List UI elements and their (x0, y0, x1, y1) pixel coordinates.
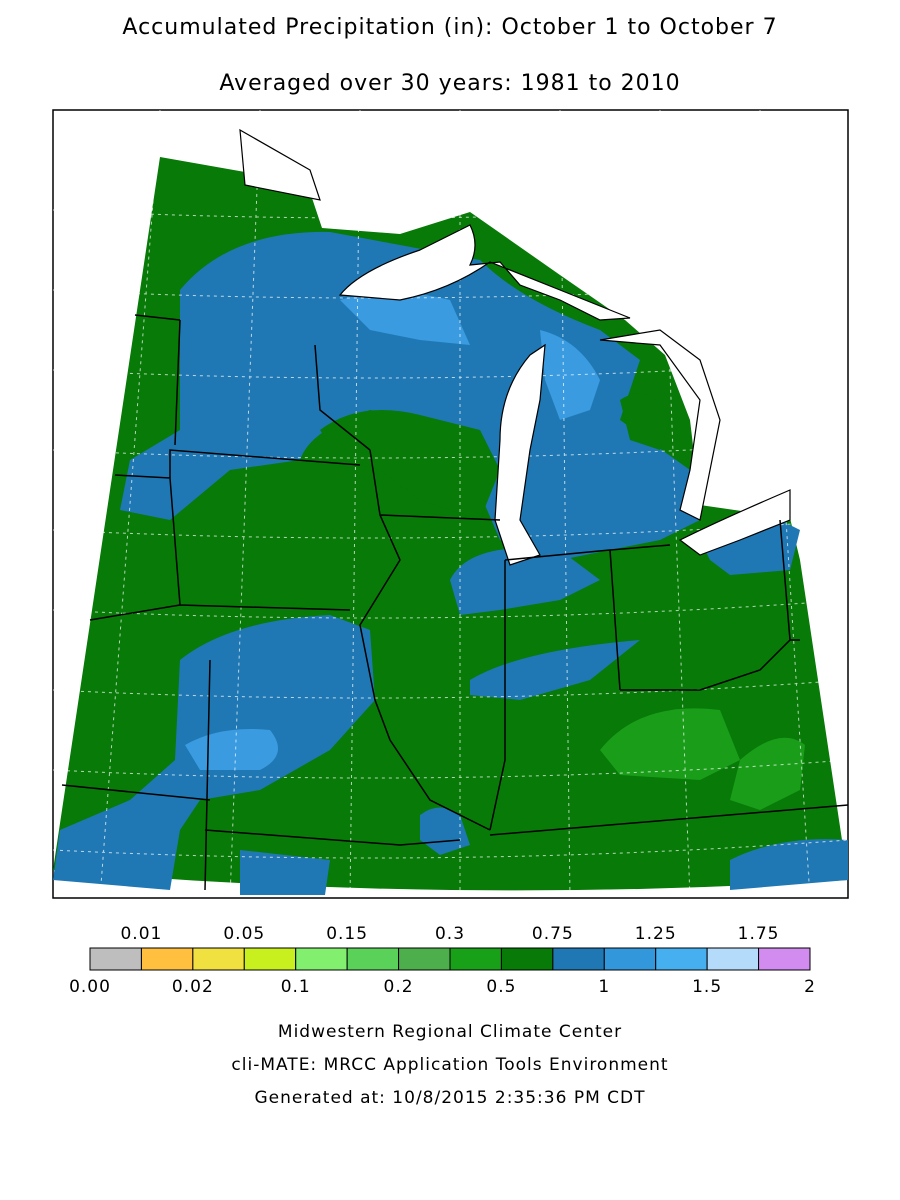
region-lightgreen (730, 737, 805, 810)
legend-label: 0.00 (69, 977, 111, 997)
legend-swatch (449, 947, 502, 971)
legend-label: 0.1 (281, 977, 311, 997)
legend-label: 1 (598, 977, 610, 997)
state-borders (61, 314, 849, 891)
region-green (620, 393, 670, 450)
legend-label: 0.15 (326, 924, 368, 944)
lake-superior (338, 224, 631, 321)
map (52, 109, 849, 899)
legend-swatch (706, 947, 760, 971)
region-blue (120, 231, 700, 560)
legend-swatch (398, 947, 451, 971)
region-lightblue (540, 330, 600, 420)
legend-label: 0.2 (384, 977, 414, 997)
region-blue (420, 807, 470, 855)
grid-lines (52, 109, 849, 899)
subtitle: Averaged over 30 years: 1981 to 2010 (219, 71, 680, 96)
footer-line: cli-MATE: MRCC Application Tools Environ… (231, 1055, 668, 1075)
legend-label: 1.75 (738, 924, 780, 944)
region-lightblue (340, 292, 470, 345)
legend-label: 0.5 (486, 977, 516, 997)
lake-michigan (494, 343, 546, 566)
legend-label: 0.01 (120, 924, 162, 944)
legend-swatch (243, 947, 297, 971)
region-blue (240, 850, 330, 895)
legend-swatch (758, 947, 811, 971)
legend-swatch (89, 947, 142, 971)
region-green (320, 410, 500, 520)
legend-swatch (655, 947, 708, 971)
region-lightgreen (600, 708, 740, 780)
region-blue (730, 839, 848, 890)
legend-swatch (603, 947, 657, 971)
legend-label: 1.5 (692, 977, 722, 997)
legend-swatch (552, 947, 605, 971)
legend-label: 0.75 (532, 924, 574, 944)
legend: 0.00 0.01 0.02 0.05 0.1 0.15 0.2 0.3 0.5 0.75 1 1.2… (69, 924, 816, 997)
lake-erie (678, 489, 791, 556)
region-blue (450, 548, 600, 615)
legend-swatch (295, 947, 348, 971)
legend-label: 0.05 (223, 924, 265, 944)
legend-swatch (346, 947, 400, 971)
legend-label: 0.3 (435, 924, 465, 944)
title: Accumulated Precipitation (in): October … (122, 15, 777, 40)
footer-line: Generated at: 10/8/2015 2:35:36 PM CDT (255, 1088, 646, 1108)
legend-swatch (500, 947, 554, 971)
footer-line: Midwestern Regional Climate Center (278, 1022, 622, 1042)
legend-swatch (192, 947, 245, 971)
legend-label: 0.02 (172, 977, 214, 997)
region-blue (470, 640, 640, 700)
legend-label: 2 (804, 977, 816, 997)
lake-huron (599, 329, 721, 521)
canada (239, 128, 321, 201)
legend-label: 1.25 (635, 924, 677, 944)
legend-swatch (140, 947, 194, 971)
